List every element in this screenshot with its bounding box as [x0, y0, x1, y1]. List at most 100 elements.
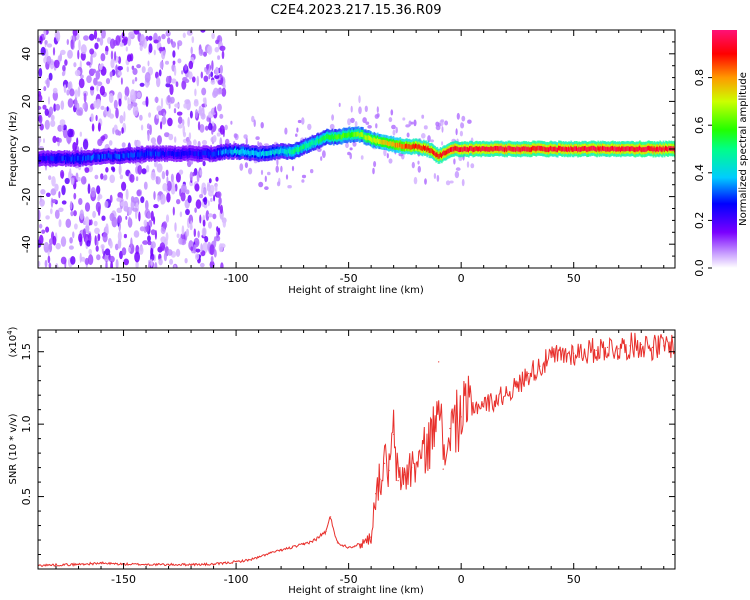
ridge-cell [625, 146, 628, 152]
spectral-speckle [219, 204, 223, 214]
ridge-cell [649, 146, 651, 151]
spectral-speckle [467, 119, 472, 124]
ridge-cell [319, 137, 322, 143]
ridge-cell [484, 146, 487, 152]
ridge-cell [483, 146, 486, 152]
ridge-cell [210, 150, 212, 156]
spectral-speckle [193, 100, 199, 107]
spectral-speckle [94, 174, 99, 180]
spectral-speckle [186, 140, 192, 147]
spectral-speckle [392, 129, 396, 136]
spectral-speckle [280, 165, 283, 173]
spectral-speckle [210, 79, 216, 85]
spectral-speckle [444, 120, 448, 126]
spectral-speckle [52, 87, 58, 94]
ridge-cell [296, 147, 299, 152]
spectral-speckle [203, 196, 208, 205]
spectral-speckle [39, 35, 43, 45]
spectral-speckle [40, 189, 46, 195]
ridge-cell [470, 145, 472, 151]
ridge-cell [264, 151, 266, 157]
ridge-cell [204, 150, 207, 156]
spectral-speckle [174, 103, 180, 108]
spectral-speckle [207, 200, 210, 207]
spectral-speckle [322, 150, 326, 159]
spectral-speckle [453, 158, 456, 165]
ridge-cell [184, 151, 187, 156]
spectral-speckle [121, 142, 126, 148]
ridge-cell [134, 153, 137, 159]
ridge-cell [125, 152, 128, 158]
ridge-cell [241, 148, 244, 154]
ridge-cell [407, 144, 409, 150]
ridge-cell [613, 146, 615, 152]
spectral-speckle [115, 107, 119, 119]
ridge-cell [53, 156, 56, 161]
snr-point [505, 391, 507, 393]
spectral-speckle [182, 131, 187, 138]
ridge-cell [161, 150, 164, 156]
spectral-speckle [104, 248, 111, 256]
ridge-cell [135, 151, 138, 157]
spectral-speckle [124, 95, 128, 101]
spectral-speckle [55, 242, 61, 250]
ridge-cell [112, 154, 115, 160]
spectral-speckle [284, 127, 288, 135]
ridge-cell [48, 155, 50, 161]
ridge-cell [614, 146, 616, 151]
ridge-cell [278, 149, 281, 155]
spectral-speckle [161, 171, 166, 180]
spectral-speckle [233, 133, 238, 139]
ridge-cell [292, 149, 295, 155]
ridge-cell [285, 149, 288, 155]
ridge-cell [42, 155, 45, 160]
ridge-cell [247, 149, 250, 155]
ridge-cell [193, 151, 196, 157]
ridge-cell [59, 155, 62, 161]
ridge-cell [419, 145, 422, 150]
spectrogram-x-tick-label: 50 [567, 272, 581, 285]
spectral-speckle [163, 252, 167, 262]
spectral-speckle [383, 148, 387, 157]
spectral-speckle [205, 69, 210, 75]
spectral-speckle [221, 50, 225, 60]
spectral-speckle [169, 258, 174, 265]
ridge-cell [568, 146, 570, 152]
ridge-cell [411, 144, 414, 150]
ridge-cell [633, 147, 636, 152]
spectral-speckle [89, 219, 93, 226]
ridge-cell [93, 153, 95, 159]
ridge-cell [263, 151, 265, 157]
spectral-speckle [187, 117, 190, 128]
spectral-speckle [127, 246, 131, 253]
spectral-speckle [186, 30, 193, 36]
ridge-cell [558, 145, 560, 151]
ridge-cell [70, 156, 73, 162]
spectral-speckle [109, 38, 116, 49]
ridge-cell [115, 153, 118, 159]
spectral-speckle [63, 84, 67, 94]
spectral-speckle [108, 92, 114, 104]
ridge-cell [43, 156, 46, 161]
spectral-speckle [174, 136, 177, 143]
spectral-speckle [38, 114, 43, 124]
ridge-cell [209, 152, 211, 158]
spectral-speckle [105, 223, 109, 235]
ridge-cell [608, 147, 611, 153]
ridge-cell [47, 155, 49, 161]
spectral-speckle [176, 233, 180, 238]
snr-multiplier: (x104) [6, 326, 19, 357]
ridge-cell [287, 148, 290, 154]
ridge-cell [651, 146, 654, 151]
spectral-speckle [43, 30, 47, 38]
spectral-speckle [74, 89, 78, 100]
spectral-speckle [181, 183, 187, 194]
ridge-cell [72, 157, 75, 162]
ridge-cell [192, 150, 194, 156]
spectral-speckle [148, 112, 152, 118]
ridge-cell [635, 146, 638, 152]
ridge-cell [489, 147, 492, 152]
ridge-cell [363, 134, 366, 140]
snr-point [77, 563, 80, 566]
spectral-speckle [143, 181, 148, 190]
